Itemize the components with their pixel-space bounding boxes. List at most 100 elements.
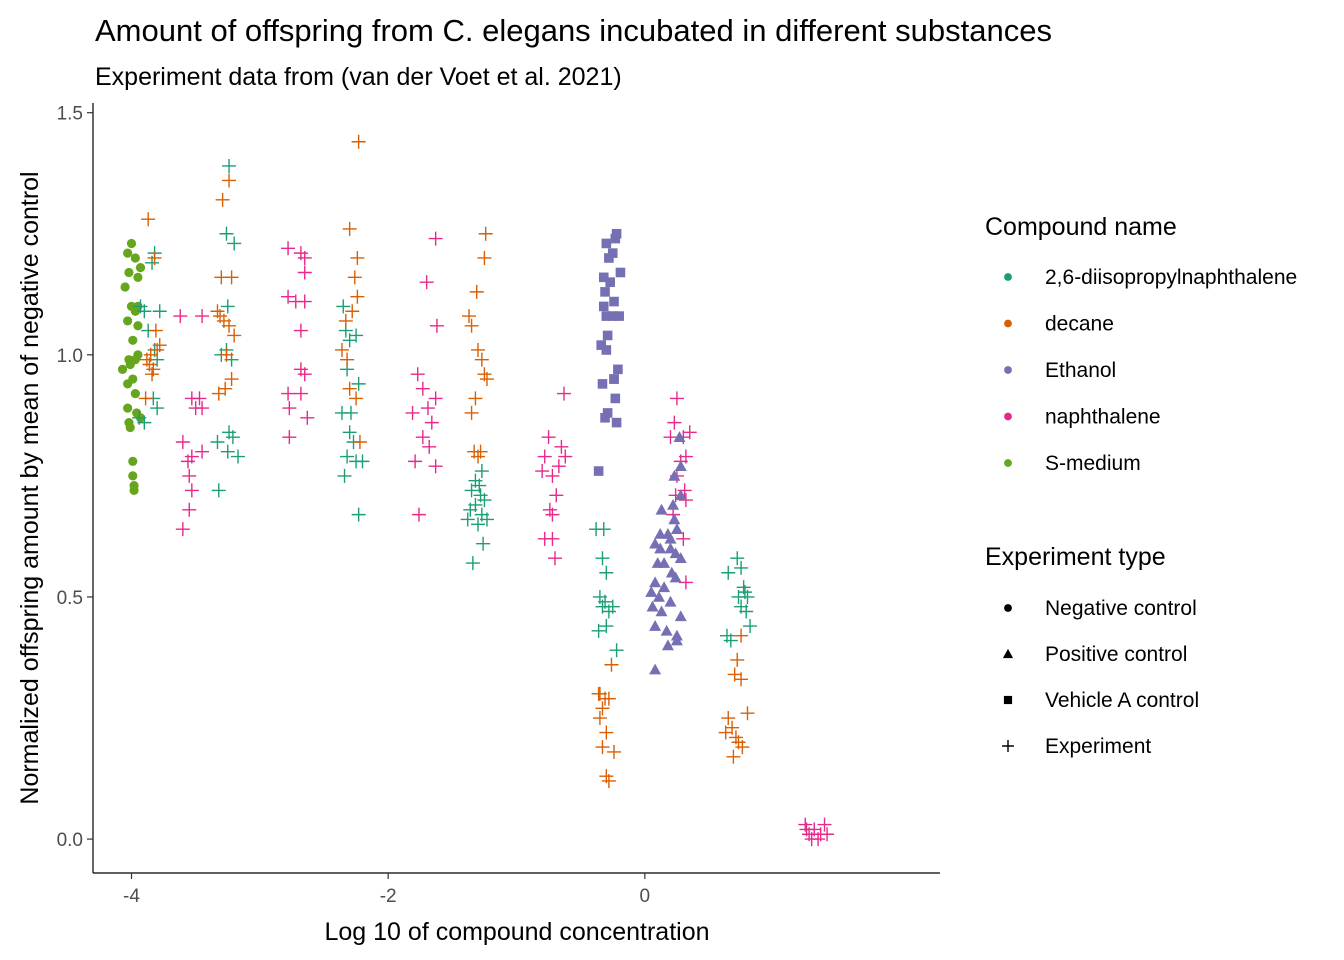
data-point (649, 620, 662, 631)
y-tick-label: 0.0 (57, 830, 83, 851)
data-point (419, 275, 434, 290)
data-point (605, 277, 615, 287)
legend-label: S-medium (1045, 452, 1141, 475)
data-point (730, 652, 745, 667)
data-point (548, 551, 562, 566)
data-point (471, 517, 485, 532)
data-point (652, 590, 665, 602)
data-point (120, 282, 130, 292)
data-point (138, 391, 153, 406)
data-point (349, 328, 364, 343)
data-point (297, 367, 312, 382)
data-point (211, 483, 226, 498)
data-point (293, 323, 308, 338)
legend-label: naphthalene (1045, 406, 1161, 429)
data-point (220, 299, 235, 314)
data-point (676, 531, 691, 546)
data-point (669, 391, 684, 406)
data-point (740, 706, 755, 721)
data-point (734, 560, 749, 575)
data-point (476, 536, 491, 551)
data-point (595, 551, 610, 566)
data-point (415, 381, 430, 396)
data-point (477, 250, 492, 265)
legend-key-1 (1004, 319, 1012, 328)
data-point (668, 513, 681, 525)
data-point (145, 367, 160, 382)
data-point (424, 415, 439, 430)
data-point (133, 299, 148, 314)
data-point (601, 691, 616, 706)
data-point (123, 316, 133, 326)
data-point (545, 468, 560, 483)
data-point (224, 270, 239, 285)
data-point (420, 401, 435, 416)
data-point (282, 430, 297, 445)
data-point (592, 711, 607, 726)
data-point (541, 430, 556, 445)
data-point (350, 250, 365, 265)
data-point (677, 483, 692, 498)
data-point (609, 374, 619, 384)
data-point (551, 459, 566, 474)
data-point (601, 345, 612, 355)
data-point (723, 633, 738, 648)
data-point (352, 434, 367, 449)
data-point (598, 301, 609, 312)
data-point (602, 330, 613, 341)
data-point (222, 318, 237, 333)
data-point (128, 335, 138, 345)
data-point (474, 352, 489, 367)
data-point (735, 740, 750, 755)
data-point (670, 634, 683, 646)
data-point (428, 391, 443, 406)
data-point (130, 253, 140, 263)
data-point (182, 468, 197, 483)
data-point (599, 565, 614, 580)
legend-key-4 (1004, 459, 1012, 467)
data-point (645, 586, 658, 597)
data-point (297, 250, 312, 265)
data-point (615, 267, 626, 278)
data-point (649, 537, 662, 549)
data-point (664, 532, 677, 544)
data-point (225, 430, 240, 445)
data-point (674, 610, 687, 622)
data-point (604, 657, 619, 672)
data-point (718, 725, 733, 740)
data-point (673, 431, 686, 442)
data-point (150, 401, 165, 416)
data-point (469, 284, 484, 299)
legend-compounds: 2,6-diisopropylnaphthalene decane Ethanol n… (1004, 266, 1297, 475)
data-point (478, 226, 493, 241)
data-point (184, 483, 199, 498)
data-point (281, 241, 296, 256)
data-point (465, 556, 480, 571)
data-point (479, 512, 494, 527)
legend-key-square-icon (1003, 695, 1013, 705)
data-point (598, 272, 609, 283)
data-point (667, 498, 680, 510)
data-point (192, 391, 207, 406)
data-point (349, 391, 364, 406)
data-point (479, 372, 494, 387)
data-point (591, 686, 606, 701)
data-point (817, 817, 832, 832)
data-point (343, 405, 358, 420)
data-point (345, 304, 360, 319)
x-axis-title: Log 10 of compound concentration (325, 918, 710, 946)
legend-key-plus-icon (1002, 740, 1014, 752)
data-point (195, 309, 210, 324)
data-point (219, 347, 234, 362)
data-point (614, 311, 624, 321)
data-point (173, 309, 188, 324)
data-point (596, 522, 611, 537)
data-point (123, 403, 133, 413)
data-point (460, 512, 475, 527)
data-point (224, 372, 239, 387)
data-point (342, 425, 357, 440)
data-point (128, 471, 138, 481)
data-point (678, 575, 693, 590)
data-point (428, 231, 443, 246)
data-point (340, 449, 355, 464)
